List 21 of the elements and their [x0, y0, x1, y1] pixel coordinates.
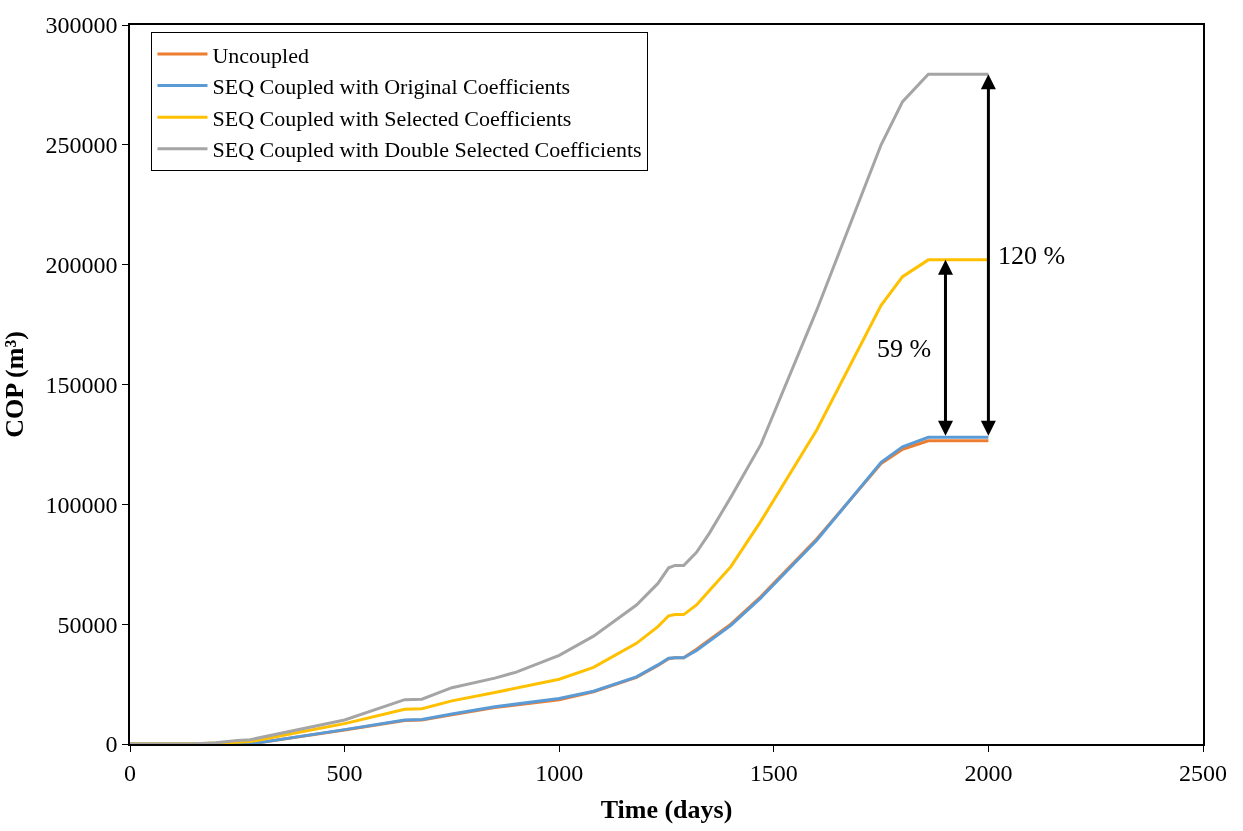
annotation: 120 %	[998, 241, 1066, 270]
legend-label: SEQ Coupled with Double Selected Coefficients	[212, 137, 642, 163]
y-axis-title: COP (m³)	[0, 331, 29, 438]
x-tick-label: 2500	[1179, 759, 1227, 786]
x-tick-label: 500	[326, 759, 363, 786]
y-tick-label: 0	[105, 731, 118, 758]
y-tick-label: 250000	[45, 132, 118, 159]
legend-label: SEQ Coupled with Original Coefficients	[212, 74, 571, 100]
x-tick-label: 1500	[749, 759, 798, 786]
annotation: 59 %	[877, 334, 932, 363]
y-tick-label: 300000	[45, 12, 118, 39]
x-tick-label: 2000	[964, 759, 1013, 786]
x-tick-label: 1000	[535, 759, 584, 786]
y-tick-label: 50000	[57, 611, 118, 638]
legend-label: SEQ Coupled with Selected Coefficients	[212, 105, 572, 131]
x-axis-title: Time (days)	[600, 794, 733, 824]
y-tick-label: 200000	[45, 252, 118, 279]
x-tick-label: 0	[124, 759, 136, 786]
y-tick-label: 100000	[45, 491, 118, 518]
y-tick-label: 150000	[45, 371, 118, 398]
legend-label: Uncoupled	[212, 42, 309, 68]
